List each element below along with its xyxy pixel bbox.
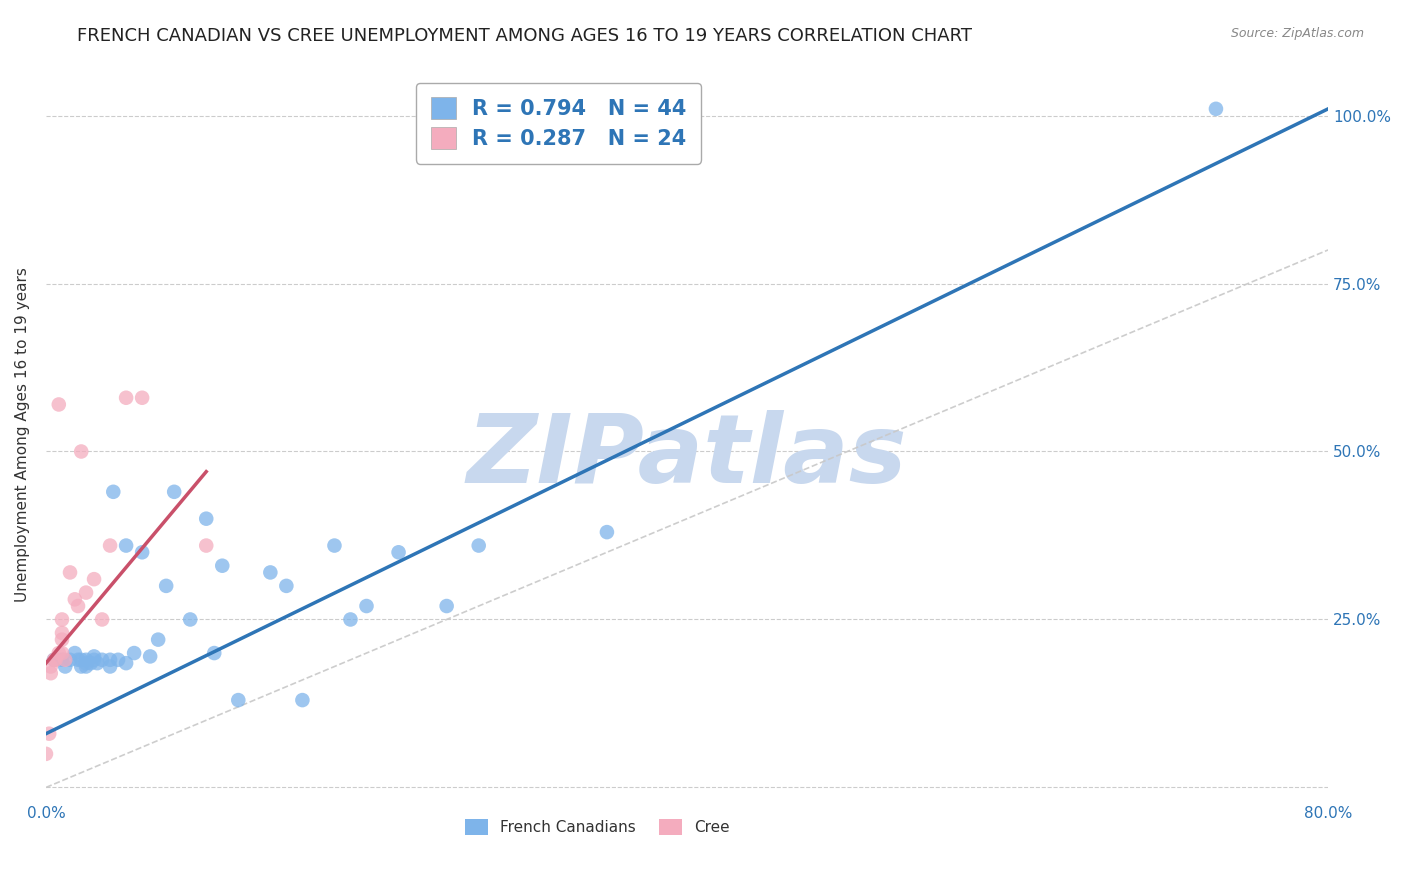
Point: [53, 653, 76, 667]
Point: [107, 653, 129, 667]
Point: [70, 653, 93, 667]
Point: [75, 653, 97, 667]
Point: [122, 646, 145, 660]
Point: [39, 659, 62, 673]
Point: [596, 525, 619, 540]
Point: [211, 558, 233, 573]
Point: [131, 391, 153, 405]
Point: [51, 626, 73, 640]
Point: [66, 599, 89, 613]
Point: [103, 484, 125, 499]
Text: ZIPatlas: ZIPatlas: [467, 410, 907, 503]
Point: [91, 653, 114, 667]
Text: Source: ZipAtlas.com: Source: ZipAtlas.com: [1230, 27, 1364, 40]
Point: [115, 391, 138, 405]
Point: [155, 579, 177, 593]
Point: [323, 539, 346, 553]
Point: [80, 656, 103, 670]
Point: [98, 539, 121, 553]
Point: [83, 653, 105, 667]
Point: [98, 659, 121, 673]
Point: [139, 649, 162, 664]
Point: [42, 653, 65, 667]
Point: [51, 632, 73, 647]
Point: [146, 632, 169, 647]
Point: [59, 653, 82, 667]
Point: [339, 612, 361, 626]
Point: [63, 646, 86, 660]
Legend: French Canadians, Cree: French Canadians, Cree: [456, 810, 738, 845]
Point: [436, 599, 458, 613]
Point: [276, 579, 298, 593]
Point: [115, 539, 138, 553]
Point: [467, 539, 489, 553]
Point: [98, 653, 121, 667]
Point: [35, 747, 58, 761]
Point: [75, 659, 97, 673]
Point: [70, 659, 93, 673]
Point: [45, 653, 67, 667]
Point: [179, 612, 201, 626]
Point: [63, 592, 86, 607]
Point: [75, 585, 97, 599]
Point: [387, 545, 409, 559]
Point: [163, 484, 186, 499]
Point: [83, 649, 105, 664]
Point: [91, 612, 114, 626]
Point: [53, 659, 76, 673]
Point: [66, 653, 89, 667]
Point: [202, 646, 225, 660]
Point: [131, 545, 153, 559]
Point: [70, 444, 93, 458]
Point: [51, 653, 73, 667]
Point: [195, 539, 218, 553]
Point: [1205, 102, 1227, 116]
Point: [115, 656, 138, 670]
Point: [48, 397, 70, 411]
Point: [38, 727, 60, 741]
Point: [195, 511, 218, 525]
Point: [86, 656, 108, 670]
Point: [83, 572, 105, 586]
Point: [356, 599, 378, 613]
Point: [42, 653, 65, 667]
Point: [226, 693, 249, 707]
Point: [291, 693, 314, 707]
Point: [75, 656, 97, 670]
Point: [259, 566, 281, 580]
Y-axis label: Unemployment Among Ages 16 to 19 years: Unemployment Among Ages 16 to 19 years: [15, 268, 30, 602]
Point: [51, 612, 73, 626]
Point: [39, 666, 62, 681]
Point: [48, 646, 70, 660]
Point: [59, 566, 82, 580]
Point: [51, 646, 73, 660]
Text: FRENCH CANADIAN VS CREE UNEMPLOYMENT AMONG AGES 16 TO 19 YEARS CORRELATION CHART: FRENCH CANADIAN VS CREE UNEMPLOYMENT AMO…: [77, 27, 973, 45]
